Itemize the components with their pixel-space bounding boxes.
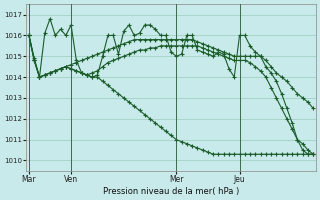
X-axis label: Pression niveau de la mer( hPa ): Pression niveau de la mer( hPa ) <box>103 187 239 196</box>
